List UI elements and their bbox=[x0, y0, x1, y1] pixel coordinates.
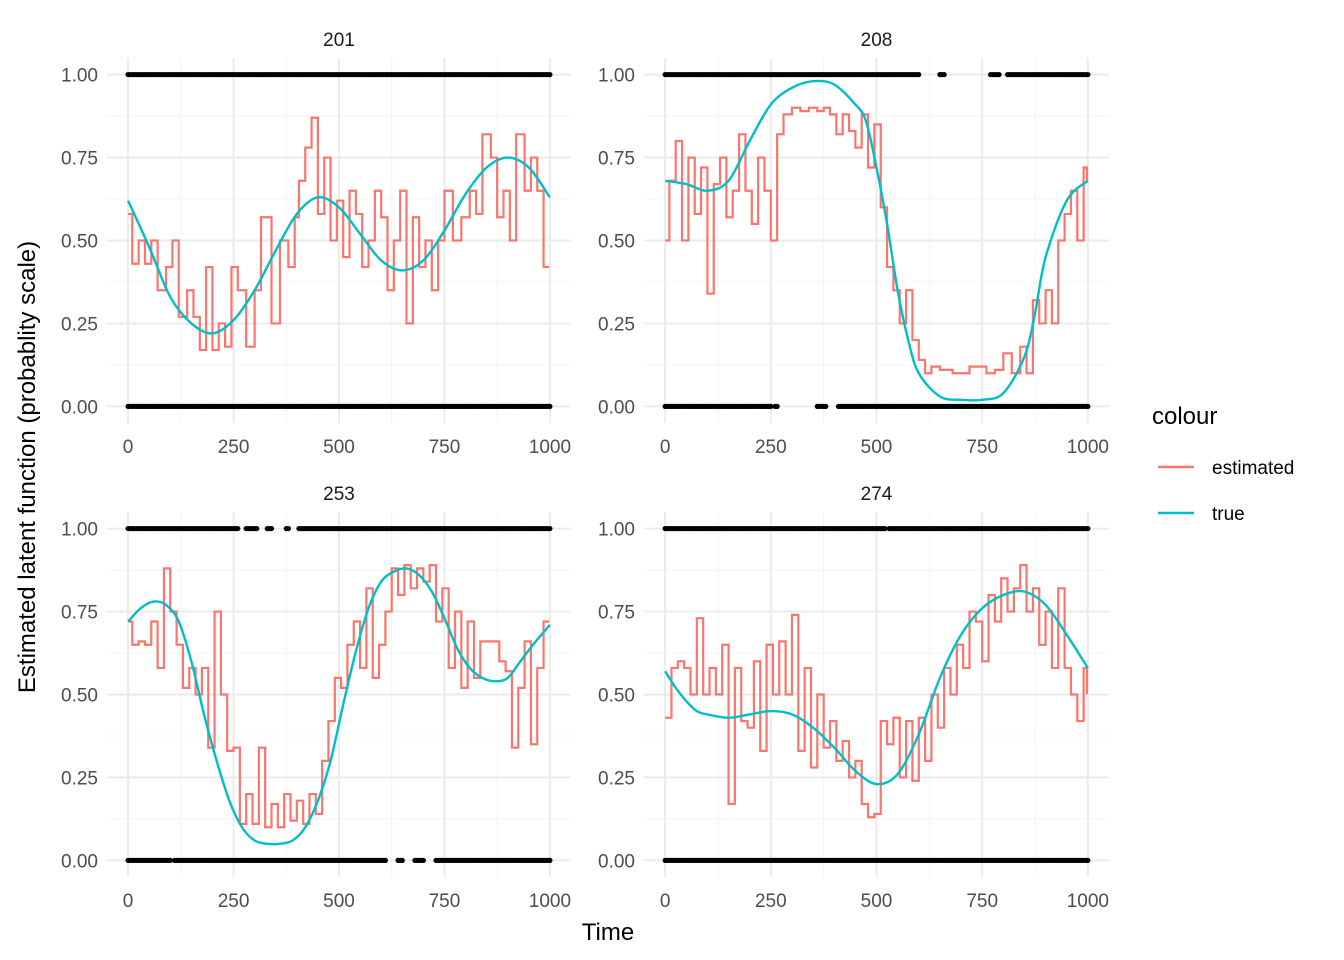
x-axis-title: Time bbox=[582, 919, 634, 946]
x-tick-label: 750 bbox=[429, 891, 461, 912]
observation-point bbox=[285, 525, 291, 532]
panel-strip-label: 253 bbox=[323, 484, 355, 505]
series-estimated-line bbox=[128, 116, 550, 352]
observation-point bbox=[547, 857, 553, 864]
x-tick-label: 0 bbox=[123, 891, 134, 912]
observation-points-high bbox=[662, 525, 1091, 532]
observation-point bbox=[254, 525, 260, 532]
series-estimated-line bbox=[665, 106, 1089, 375]
observation-point bbox=[382, 857, 388, 864]
observation-point bbox=[420, 857, 426, 864]
y-tick-label: 0.75 bbox=[598, 603, 635, 624]
observation-points-low bbox=[125, 857, 553, 864]
panel-274: 0 250 500 750 1000 0.00 0.25 0.50 0.75 1.00 274 bbox=[598, 484, 1109, 912]
observation-point bbox=[823, 403, 829, 410]
legend-label-true: true bbox=[1212, 504, 1245, 525]
observation-point bbox=[1085, 71, 1091, 78]
observation-points-low bbox=[662, 857, 1091, 864]
observation-point bbox=[1085, 857, 1091, 864]
observation-points-high bbox=[125, 525, 553, 532]
observation-point bbox=[1085, 403, 1091, 410]
x-tick-label: 250 bbox=[755, 891, 787, 912]
y-tick-label: 0.50 bbox=[598, 686, 635, 707]
observation-point bbox=[167, 857, 173, 864]
panels-layer: 0 250 500 750 1000 0.00 0.25 0.50 0.75 1.00 201 0 25… bbox=[61, 30, 1109, 912]
series-true-line bbox=[664, 79, 1089, 402]
x-tick-label: 500 bbox=[861, 891, 893, 912]
legend: colour estimated true bbox=[1152, 403, 1294, 525]
panel-208: 0 250 500 750 1000 0.00 0.25 0.50 0.75 1.00 208 bbox=[598, 30, 1109, 458]
series-true-line bbox=[126, 156, 551, 335]
observation-point bbox=[1085, 525, 1091, 532]
y-tick-label: 0.25 bbox=[61, 768, 98, 789]
panel-strip-label: 208 bbox=[861, 30, 893, 51]
y-tick-label: 1.00 bbox=[598, 520, 635, 541]
series-true-line bbox=[127, 567, 551, 846]
x-tick-label: 750 bbox=[966, 437, 998, 458]
x-tick-label: 1000 bbox=[1067, 437, 1109, 458]
y-tick-label: 0.50 bbox=[598, 232, 635, 253]
x-tick-label: 250 bbox=[218, 437, 250, 458]
y-tick-label: 0.00 bbox=[61, 851, 98, 872]
x-tick-label: 1000 bbox=[529, 891, 571, 912]
x-tick-label: 750 bbox=[966, 891, 998, 912]
panel-strip-label: 201 bbox=[323, 30, 355, 51]
observation-point bbox=[235, 525, 241, 532]
x-tick-label: 500 bbox=[323, 891, 355, 912]
panel-253: 0 250 500 750 1000 0.00 0.25 0.50 0.75 1.00 253 bbox=[61, 484, 571, 912]
observation-point bbox=[547, 525, 553, 532]
x-tick-label: 250 bbox=[755, 437, 787, 458]
observation-point bbox=[941, 71, 947, 78]
observation-point bbox=[547, 403, 553, 410]
observation-points-high bbox=[125, 71, 553, 78]
x-tick-label: 500 bbox=[323, 437, 355, 458]
panel-strip-label: 274 bbox=[861, 484, 893, 505]
x-tick-label: 0 bbox=[660, 437, 671, 458]
y-tick-label: 0.75 bbox=[61, 603, 98, 624]
y-tick-label: 0.00 bbox=[598, 851, 635, 872]
x-tick-label: 250 bbox=[218, 891, 250, 912]
y-tick-label: 1.00 bbox=[61, 66, 98, 87]
series-estimated-line bbox=[665, 563, 1089, 819]
y-tick-label: 1.00 bbox=[598, 66, 635, 87]
x-tick-label: 500 bbox=[861, 437, 893, 458]
observation-point bbox=[768, 403, 774, 410]
legend-title: colour bbox=[1152, 403, 1217, 430]
y-tick-label: 0.50 bbox=[61, 686, 98, 707]
y-tick-label: 1.00 bbox=[61, 520, 98, 541]
observation-point bbox=[916, 71, 922, 78]
y-tick-label: 0.75 bbox=[598, 149, 635, 170]
y-tick-label: 0.00 bbox=[61, 397, 98, 418]
y-tick-label: 0.25 bbox=[598, 768, 635, 789]
panel-201: 0 250 500 750 1000 0.00 0.25 0.50 0.75 1.00 201 bbox=[61, 30, 571, 458]
y-tick-label: 0.50 bbox=[61, 232, 98, 253]
y-tick-label: 0.25 bbox=[598, 314, 635, 335]
observation-point bbox=[399, 857, 405, 864]
legend-label-estimated: estimated bbox=[1212, 458, 1294, 479]
observation-points-low bbox=[662, 403, 1091, 410]
y-axis-title: Estimated latent function (probablity sc… bbox=[14, 241, 41, 693]
x-tick-label: 0 bbox=[660, 891, 671, 912]
x-tick-label: 1000 bbox=[529, 437, 571, 458]
observation-point bbox=[882, 525, 888, 532]
observation-points-low bbox=[125, 403, 553, 410]
y-tick-label: 0.75 bbox=[61, 149, 98, 170]
observation-point bbox=[996, 71, 1002, 78]
observation-point bbox=[268, 525, 275, 532]
y-tick-label: 0.00 bbox=[598, 397, 635, 418]
x-tick-label: 750 bbox=[429, 437, 461, 458]
observation-point bbox=[774, 403, 780, 410]
series-estimated-line bbox=[128, 563, 550, 829]
observation-points-high bbox=[662, 71, 1091, 78]
y-tick-label: 0.25 bbox=[61, 314, 98, 335]
observation-point bbox=[547, 71, 553, 78]
x-tick-label: 1000 bbox=[1067, 891, 1109, 912]
series-true-line bbox=[664, 589, 1089, 786]
x-tick-label: 0 bbox=[123, 437, 134, 458]
